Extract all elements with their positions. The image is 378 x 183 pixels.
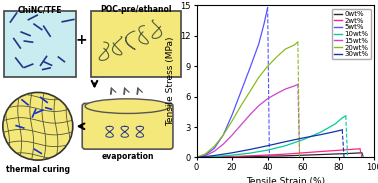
FancyBboxPatch shape [4,11,76,77]
Text: +: + [76,33,87,47]
Text: thermal curing: thermal curing [6,165,70,174]
X-axis label: Tensile Strain (%): Tensile Strain (%) [246,178,325,183]
FancyBboxPatch shape [82,103,173,149]
Legend: 0wt%, 2wt%, 5wt%, 10wt%, 15wt%, 20wt%, 30wt%: 0wt%, 2wt%, 5wt%, 10wt%, 15wt%, 20wt%, 3… [332,9,371,59]
Y-axis label: Tensile Stress (MPa): Tensile Stress (MPa) [166,37,175,126]
Text: POC-pre/ethanol: POC-pre/ethanol [100,5,172,14]
Circle shape [3,92,73,160]
Ellipse shape [85,99,170,113]
Text: ChiNC/TFE: ChiNC/TFE [17,5,62,14]
FancyBboxPatch shape [91,11,181,77]
Text: evaporation: evaporation [101,152,154,161]
